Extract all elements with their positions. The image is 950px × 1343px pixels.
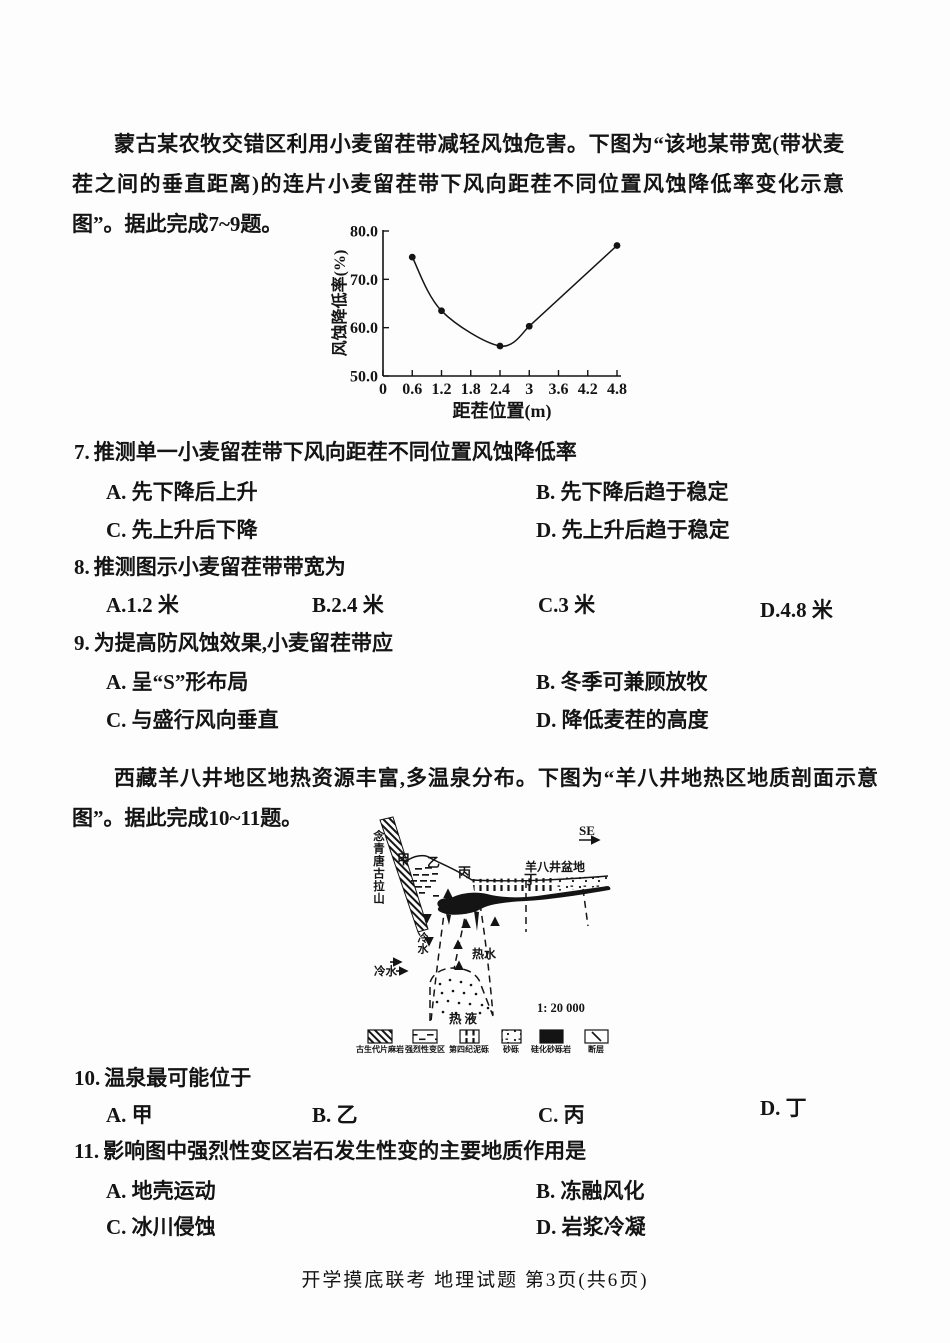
question-8-text: 推测图示小麦留茬带带宽为	[93, 555, 346, 579]
question-7-stem: 7. 推测单一小麦留茬带下风向距茬不同位置风蚀降低率	[74, 437, 577, 467]
legend-item-gneiss-label: 古生代片麻岩	[356, 1045, 404, 1054]
point-label-jia: 甲	[397, 852, 411, 867]
svg-text:3: 3	[525, 381, 533, 398]
question-7-option-a: A. 先下降后上升	[106, 480, 258, 504]
page-footer: 开学摸底联考 地理试题 第3页(共6页)	[301, 1270, 649, 1291]
svg-text:4.8: 4.8	[607, 381, 627, 398]
hot-fluid-dome	[429, 967, 494, 1021]
question-11-option-d: D. 岩浆冷凝	[536, 1215, 646, 1239]
scale-label: 1: 20 000	[537, 1001, 585, 1015]
question-10-option-b: B. 乙	[312, 1103, 358, 1127]
legend-item-silicified-label: 硅化砂砾岩	[531, 1045, 571, 1054]
question-11-option-b: B. 冻融风化	[536, 1179, 645, 1203]
legend-item-sand-label: 砂砾	[503, 1045, 519, 1054]
question-9-option-c: C. 与盛行风向垂直	[106, 708, 279, 732]
question-7-option-c: C. 先上升后下降	[106, 518, 258, 542]
question-7-options-row-1: A. 先下降后上升 B. 先下降后趋于稳定	[0, 477, 950, 507]
legend-boxes	[367, 1029, 609, 1044]
question-9-options-row-2: C. 与盛行风向垂直 D. 降低麦茬的高度	[0, 705, 950, 735]
hot-water-label: 热水	[472, 947, 497, 961]
point-label-bing: 丙	[458, 865, 472, 880]
question-11-number: 11.	[74, 1139, 100, 1163]
wind-erosion-chart: 50.0 60.0 70.0 80.0 0 0.6 1.2 1.8 2.4 3 3.6 4.2 4.8 距…	[325, 224, 700, 433]
question-8-stem: 8. 推测图示小麦留茬带带宽为	[74, 552, 346, 582]
altered-zone-dashes	[411, 867, 439, 897]
passage-yangbajing: 西藏羊八井地区地热资源丰富,多温泉分布。下图为“羊八井地热区地质剖面示意图”。据…	[72, 766, 878, 830]
question-9-option-b: B. 冬季可兼顾放牧	[536, 670, 708, 694]
question-10-number: 10.	[74, 1066, 101, 1090]
svg-text:60.0: 60.0	[350, 320, 378, 337]
question-8-option-a: A.1.2 米	[106, 593, 179, 617]
question-11-text: 影响图中强烈性变区岩石发生性变的主要地质作用是	[103, 1139, 587, 1163]
question-7-number: 7.	[74, 440, 90, 464]
direction-se-label: SE	[579, 823, 595, 838]
basin-label: 羊八井盆地	[525, 860, 586, 874]
question-8-option-d: D.4.8 米	[760, 598, 833, 622]
legend-item-altered-label: 强烈性变区	[405, 1045, 445, 1054]
passage-wheat-stubble: 蒙古某农牧交错区利用小麦留茬带减轻风蚀危害。下图为“该地某带宽(带状麦茬之间的垂…	[72, 132, 844, 236]
ground-surface-line	[404, 854, 609, 882]
cold-water-label-1: 冷水	[416, 932, 428, 954]
question-10-option-c: C. 丙	[538, 1103, 585, 1127]
svg-text:0.6: 0.6	[402, 381, 422, 398]
cold-water-label-2: 冷水	[374, 966, 397, 978]
svg-text:80.0: 80.0	[350, 225, 378, 241]
question-7-option-b: B. 先下降后趋于稳定	[536, 480, 729, 504]
question-11-option-a: A. 地壳运动	[106, 1179, 216, 1203]
mountain-range-label: 念青唐古拉山	[372, 830, 384, 905]
svg-text:1.8: 1.8	[461, 381, 481, 398]
svg-text:距茬位置(m): 距茬位置(m)	[453, 400, 552, 422]
question-10-stem: 10. 温泉最可能位于	[74, 1063, 251, 1093]
question-8-number: 8.	[74, 555, 90, 579]
question-11-options-row-1: A. 地壳运动 B. 冻融风化	[0, 1176, 950, 1206]
question-7-option-d: D. 先上升后趋于稳定	[536, 518, 730, 542]
question-11-stem: 11. 影响图中强烈性变区岩石发生性变的主要地质作用是	[74, 1136, 586, 1166]
svg-text:2.4: 2.4	[490, 381, 510, 398]
geology-diagram: SE 念青唐古拉山 甲 乙 丙 羊八井盆地 丁 冷水 冷水 热水 热液 1: 2…	[330, 812, 670, 1060]
question-10-option-d: D. 丁	[760, 1096, 807, 1120]
question-9-stem: 9. 为提高防风蚀效果,小麦留茬带应	[74, 628, 393, 658]
water-flow-arrows	[390, 888, 500, 976]
svg-text:70.0: 70.0	[350, 272, 378, 289]
svg-text:3.6: 3.6	[549, 381, 569, 398]
question-9-text: 为提高防风蚀效果,小麦留茬带应	[93, 631, 393, 655]
question-11-options-row-2: C. 冰川侵蚀 D. 岩浆冷凝	[0, 1212, 950, 1242]
question-8-options-row: A.1.2 米 B.2.4 米 C.3 米 D.4.8 米	[0, 590, 950, 622]
question-10-option-a: A. 甲	[106, 1103, 153, 1127]
svg-text:50.0: 50.0	[350, 369, 378, 386]
question-9-option-a: A. 呈“S”形布局	[106, 670, 249, 694]
svg-text:1.2: 1.2	[432, 381, 452, 398]
legend-item-fault-label: 断层	[588, 1045, 604, 1054]
basin-sediments	[472, 876, 608, 891]
legend-item-mud-label: 第四纪泥砾	[449, 1045, 489, 1054]
question-11-option-c: C. 冰川侵蚀	[106, 1215, 216, 1239]
question-8-option-b: B.2.4 米	[312, 593, 384, 617]
svg-text:0: 0	[379, 381, 387, 398]
question-9-options-row-1: A. 呈“S”形布局 B. 冬季可兼顾放牧	[0, 667, 950, 697]
question-8-option-c: C.3 米	[538, 593, 596, 617]
fault-lines	[430, 881, 589, 1022]
diagram-canvas	[367, 816, 611, 1044]
chart-canvas: 50.0 60.0 70.0 80.0 0 0.6 1.2 1.8 2.4 3 3.6 4.2 4.8 距…	[330, 224, 627, 423]
point-label-ding: 丁	[524, 872, 538, 887]
hot-fluid-label: 热液	[449, 1012, 481, 1026]
point-label-yi: 乙	[427, 855, 441, 870]
mountain-hatch	[379, 816, 429, 933]
question-7-text: 推测单一小麦留茬带下风向距茬不同位置风蚀降低率	[93, 440, 577, 464]
question-9-number: 9.	[74, 631, 90, 655]
question-9-option-d: D. 降低麦茬的高度	[536, 708, 709, 732]
svg-text:4.2: 4.2	[578, 381, 598, 398]
svg-text:风蚀降低率(%): 风蚀降低率(%)	[330, 250, 349, 357]
question-7-options-row-2: C. 先上升后下降 D. 先上升后趋于稳定	[0, 515, 950, 545]
question-10-options-row: A. 甲 B. 乙 C. 丙 D. 丁	[0, 1096, 950, 1130]
question-10-text: 温泉最可能位于	[104, 1066, 252, 1090]
